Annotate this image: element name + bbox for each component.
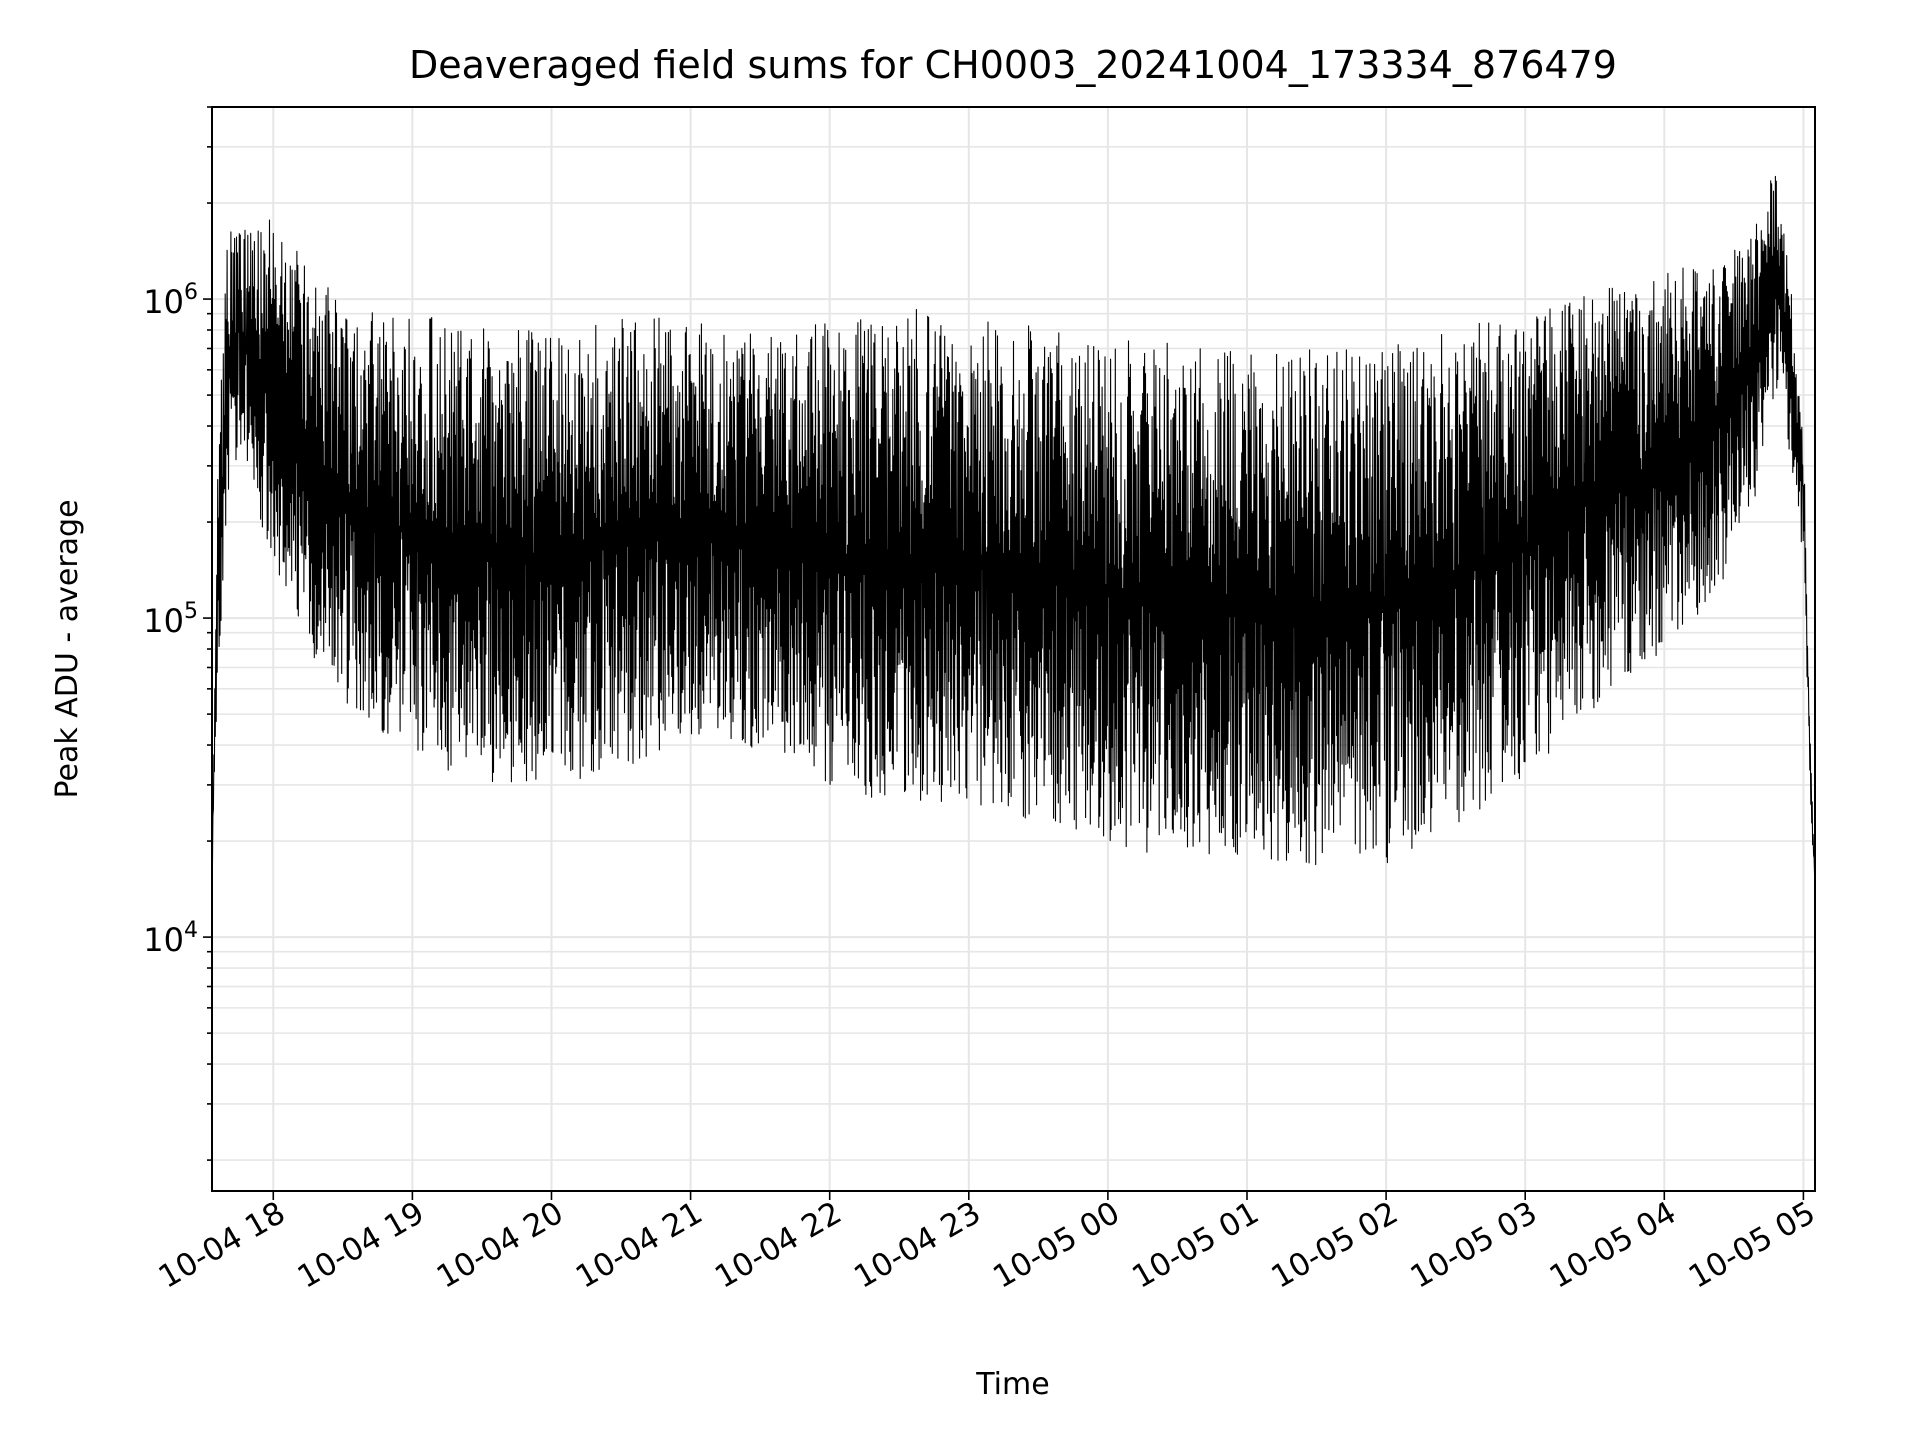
y-tick-base: 10: [143, 921, 184, 959]
y-tick-base: 10: [143, 283, 184, 321]
series-line: [211, 175, 1816, 881]
y-tick-exponent: 6: [184, 280, 198, 305]
chart-title: Deaveraged field sums for CH0003_2024100…: [409, 43, 1617, 87]
series-layer: [211, 175, 1816, 881]
x-axis-label: Time: [975, 1367, 1049, 1402]
y-tick-base: 10: [143, 602, 184, 640]
y-tick-exponent: 4: [184, 918, 198, 943]
y-tick-label: 105: [143, 599, 198, 640]
y-axis-label: Peak ADU - average: [50, 499, 85, 798]
y-tick-label: 106: [143, 280, 198, 321]
y-tick-label: 104: [143, 918, 198, 959]
y-tick-exponent: 5: [184, 599, 198, 624]
